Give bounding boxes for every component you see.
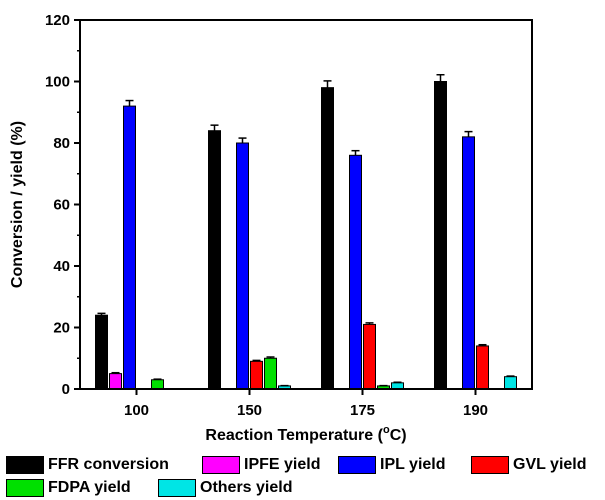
bar-others-yield: [504, 376, 517, 390]
y-tick-label: 40: [53, 258, 70, 275]
y-tick-label: 20: [53, 320, 70, 337]
bars-group: [95, 81, 517, 390]
legend-swatch: [6, 479, 44, 497]
legend-swatch: [158, 479, 196, 497]
legend-label: IPL yield: [380, 456, 446, 473]
bar-ipl-yield: [123, 105, 136, 390]
legend-label: FFR conversion: [48, 456, 169, 473]
bar-ipl-yield: [462, 136, 475, 390]
x-tick-label: 100: [124, 402, 149, 419]
bar-ipl-yield: [236, 142, 249, 390]
y-tick-label: 120: [45, 12, 70, 29]
legend-item: IPFE yield: [202, 455, 320, 475]
legend-item: Others yield: [158, 478, 292, 498]
bar-fdpa-yield: [151, 379, 164, 390]
bar-ffr-conversion: [321, 87, 334, 390]
bar-gvl-yield: [363, 323, 376, 390]
bar-ipfe-yield: [109, 373, 122, 390]
legend-label: IPFE yield: [244, 456, 321, 473]
bar-fdpa-yield: [264, 357, 277, 390]
x-axis-ticks: 100 150 175 190: [124, 389, 488, 419]
y-tick-label: 80: [53, 135, 70, 152]
x-tick-label: 175: [350, 402, 375, 419]
legend-swatch: [338, 456, 376, 474]
y-axis-ticks: 0 20 40 60 80 100 120: [45, 12, 80, 398]
y-tick-label: 0: [62, 381, 70, 398]
error-bars-group: [97, 73, 515, 387]
legend-item: GVL yield: [471, 455, 587, 475]
legend-label: FDPA yield: [48, 479, 131, 496]
y-axis-title: Conversion / yield (%): [9, 121, 26, 288]
y-tick-label: 60: [53, 197, 70, 214]
legend-label: Others yield: [200, 479, 293, 496]
legend-swatch: [6, 456, 44, 474]
bar-ffr-conversion: [208, 130, 221, 390]
bar-ffr-conversion: [95, 314, 108, 390]
legend-label: GVL yield: [513, 456, 587, 473]
x-tick-label: 190: [463, 402, 488, 419]
bar-ffr-conversion: [434, 81, 447, 390]
legend-item: IPL yield: [338, 455, 446, 475]
legend-swatch: [471, 456, 509, 474]
bar-chart: 0 20 40 60 80 100 120 100 150 175 190 Conversion …: [9, 12, 533, 444]
bar-gvl-yield: [476, 345, 489, 390]
x-axis-title: Reaction Temperature (oC): [205, 424, 406, 444]
legend-item: FDPA yield: [6, 478, 131, 498]
bar-ipl-yield: [349, 154, 362, 390]
y-tick-label: 100: [45, 74, 70, 91]
legend-swatch: [202, 456, 240, 474]
legend-item: FFR conversion: [6, 455, 169, 475]
bar-gvl-yield: [250, 360, 263, 390]
x-tick-label: 150: [237, 402, 262, 419]
